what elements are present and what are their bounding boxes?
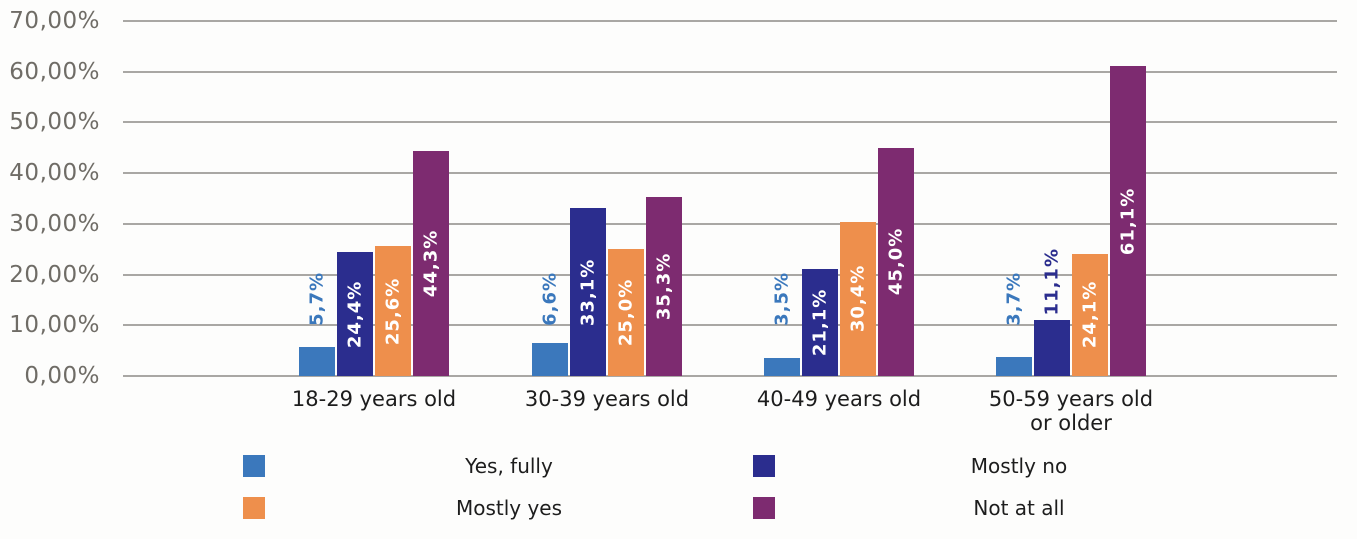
bar-1-1 <box>570 208 606 376</box>
y-tick-label-30: 30,00% <box>9 210 100 237</box>
y-tick-label-50: 50,00% <box>9 109 100 136</box>
bar-2-2 <box>840 221 876 376</box>
bar-2-0 <box>375 246 411 376</box>
bar-3-3 <box>1110 66 1146 376</box>
chart-legend: Yes, fully Mostly no Mostly yes Not at all <box>243 453 1263 520</box>
bar-0-3 <box>996 357 1032 376</box>
bar-1-0 <box>337 252 373 376</box>
bar-cell: 35,3% <box>646 20 682 376</box>
gridline-30 <box>123 222 1337 225</box>
gridline-60 <box>123 70 1337 73</box>
bar-value-label: 25,6% <box>382 277 404 345</box>
legend-swatch-icon <box>753 496 775 519</box>
bar-0-0 <box>299 347 335 376</box>
bar-value-label: 24,4% <box>344 280 366 348</box>
bar-0-2 <box>764 358 800 376</box>
legend-label-1: Mostly no <box>970 453 1068 478</box>
bar-value-label: 61,1% <box>1117 187 1139 255</box>
gridline-40 <box>123 172 1337 175</box>
bar-group-1: 6,6% 33,1% 25,0% 35,3% <box>532 20 682 376</box>
gridline-50 <box>123 121 1337 124</box>
bar-cell: 45,0% <box>878 20 914 376</box>
bar-cell: 5,7% <box>299 20 335 376</box>
bar-cell: 44,3% <box>413 20 449 376</box>
bar-cell: 24,1% <box>1072 20 1108 376</box>
bar-cell: 25,0% <box>608 20 644 376</box>
bar-0-1 <box>532 342 568 376</box>
legend-item-3: Not at all <box>753 495 1263 520</box>
gridline-10 <box>123 324 1337 327</box>
bar-value-label: 3,5% <box>771 272 793 326</box>
x-category-label-2: 40-49 years old <box>756 387 922 411</box>
y-tick-label-10: 10,00% <box>9 312 100 339</box>
bar-value-label: 5,7% <box>306 272 328 326</box>
bar-cell: 30,4% <box>840 20 876 376</box>
bar-cell: 3,5% <box>764 20 800 376</box>
y-tick-label-0: 0,00% <box>24 363 100 389</box>
bar-value-label: 6,6% <box>539 272 561 326</box>
bar-3-2 <box>878 147 914 376</box>
y-tick-label-70: 70,00% <box>9 8 100 34</box>
bar-value-label: 30,4% <box>847 265 869 333</box>
bar-1-3 <box>1034 319 1070 376</box>
legend-swatch-icon <box>243 496 265 519</box>
legend-item-1: Mostly no <box>753 453 1263 478</box>
bar-cell: 11,1% <box>1034 20 1070 376</box>
bar-cell: 25,6% <box>375 20 411 376</box>
bar-cell: 33,1% <box>570 20 606 376</box>
bar-3-1 <box>646 196 682 376</box>
bar-value-label: 24,1% <box>1079 281 1101 349</box>
bar-value-label: 35,3% <box>653 252 675 321</box>
legend-label-0: Yes, fully <box>465 453 553 478</box>
x-category-label-0: 18-29 years old <box>291 387 457 411</box>
legend-item-2: Mostly yes <box>243 495 753 520</box>
bar-group-3: 3,7% 11,1% 24,1% 61,1% <box>996 20 1146 376</box>
legend-item-0: Yes, fully <box>243 453 753 478</box>
bar-1-2 <box>802 269 838 376</box>
gridline-20 <box>123 273 1337 276</box>
bar-value-label: 25,0% <box>615 278 637 347</box>
gridline-70 <box>123 20 1337 22</box>
legend-swatch-icon <box>753 454 775 477</box>
bar-value-label: 44,3% <box>420 229 442 298</box>
bar-cell: 61,1% <box>1110 20 1146 376</box>
bar-2-3 <box>1072 253 1108 376</box>
legend-label-2: Mostly yes <box>455 495 563 520</box>
gridline-0 <box>123 375 1337 377</box>
y-tick-label-40: 40,00% <box>9 160 100 187</box>
bar-cell: 21,1% <box>802 20 838 376</box>
bar-cell: 3,7% <box>996 20 1032 376</box>
y-tick-label-20: 20,00% <box>9 261 100 288</box>
legend-swatch-icon <box>243 454 265 477</box>
bar-group-0: 5,7% 24,4% 25,6% 44,3% <box>299 20 449 376</box>
bar-cell: 24,4% <box>337 20 373 376</box>
bar-3-0 <box>413 151 449 376</box>
bar-2-1 <box>608 249 644 376</box>
y-tick-label-60: 60,00% <box>9 58 100 85</box>
bar-value-label: 45,0% <box>885 228 907 296</box>
legend-label-3: Not at all <box>973 495 1065 520</box>
bar-value-label: 21,1% <box>809 288 831 357</box>
bar-group-2: 3,5% 21,1% 30,4% 45,0% <box>764 20 914 376</box>
bar-value-label: 33,1% <box>577 258 599 326</box>
bar-cell: 6,6% <box>532 20 568 376</box>
x-category-label-1: 30-39 years old <box>524 387 690 411</box>
x-category-label-3: 50-59 years old or older <box>988 387 1154 435</box>
bar-value-label: 11,1% <box>1041 248 1063 316</box>
bar-value-label: 3,7% <box>1003 272 1025 326</box>
